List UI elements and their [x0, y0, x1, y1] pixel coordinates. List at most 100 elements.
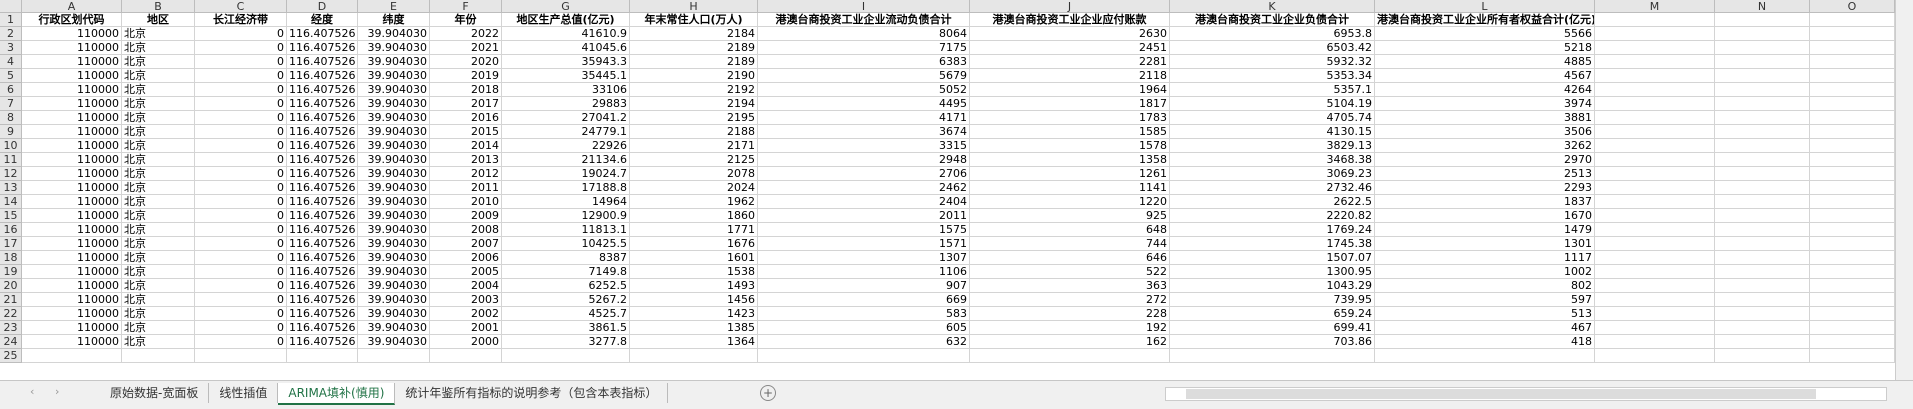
empty-cell[interactable]	[1715, 181, 1810, 195]
header-cell[interactable]: 港澳台商投资工业企业所有者权益合计(亿元)	[1375, 13, 1595, 27]
cell[interactable]: 0	[195, 223, 287, 237]
empty-cell[interactable]	[1810, 13, 1895, 27]
cell[interactable]: 41045.6	[502, 41, 630, 55]
cell[interactable]: 2125	[630, 153, 758, 167]
cell[interactable]: 1141	[970, 181, 1170, 195]
cell[interactable]: 110000	[22, 167, 122, 181]
cell[interactable]: 3829.13	[1170, 139, 1375, 153]
row-number[interactable]: 2	[0, 27, 22, 41]
cell[interactable]: 116.407526	[287, 97, 358, 111]
empty-cell[interactable]	[1715, 237, 1810, 251]
cell[interactable]: 1585	[970, 125, 1170, 139]
empty-cell[interactable]	[1715, 139, 1810, 153]
empty-cell[interactable]	[1810, 209, 1895, 223]
cell[interactable]: 39.904030	[358, 279, 430, 293]
empty-cell[interactable]	[970, 349, 1170, 363]
row-number[interactable]: 9	[0, 125, 22, 139]
header-cell[interactable]: 年份	[430, 13, 502, 27]
cell[interactable]: 907	[758, 279, 970, 293]
cell[interactable]: 3881	[1375, 111, 1595, 125]
empty-cell[interactable]	[1595, 181, 1715, 195]
empty-cell[interactable]	[1715, 97, 1810, 111]
cell[interactable]: 605	[758, 321, 970, 335]
cell[interactable]: 1364	[630, 335, 758, 349]
header-cell[interactable]: 长江经济带	[195, 13, 287, 27]
cell[interactable]: 2013	[430, 153, 502, 167]
cell[interactable]: 110000	[22, 335, 122, 349]
cell[interactable]: 1575	[758, 223, 970, 237]
cell[interactable]: 北京	[122, 167, 195, 181]
cell[interactable]: 2171	[630, 139, 758, 153]
column-letter[interactable]: J	[970, 0, 1170, 13]
cell[interactable]: 39.904030	[358, 69, 430, 83]
cell[interactable]: 0	[195, 167, 287, 181]
cell[interactable]: 北京	[122, 265, 195, 279]
cell[interactable]: 522	[970, 265, 1170, 279]
cell[interactable]: 39.904030	[358, 153, 430, 167]
empty-cell[interactable]	[1595, 125, 1715, 139]
cell[interactable]: 1964	[970, 83, 1170, 97]
cell[interactable]: 2014	[430, 139, 502, 153]
cell[interactable]: 39.904030	[358, 167, 430, 181]
cell[interactable]: 北京	[122, 153, 195, 167]
vertical-scrollbar[interactable]	[1895, 0, 1913, 380]
cell[interactable]: 0	[195, 237, 287, 251]
empty-cell[interactable]	[1715, 209, 1810, 223]
tab-nav-left[interactable]: ‹	[30, 385, 35, 398]
cell[interactable]: 2192	[630, 83, 758, 97]
cell[interactable]: 1456	[630, 293, 758, 307]
row-number[interactable]: 11	[0, 153, 22, 167]
cell[interactable]: 110000	[22, 125, 122, 139]
cell[interactable]: 2970	[1375, 153, 1595, 167]
column-letter[interactable]: H	[630, 0, 758, 13]
cell[interactable]: 5357.1	[1170, 83, 1375, 97]
cell[interactable]: 116.407526	[287, 279, 358, 293]
cell[interactable]: 0	[195, 195, 287, 209]
cell[interactable]: 116.407526	[287, 265, 358, 279]
cell[interactable]: 0	[195, 307, 287, 321]
cell[interactable]: 597	[1375, 293, 1595, 307]
cell[interactable]: 110000	[22, 69, 122, 83]
empty-cell[interactable]	[1595, 223, 1715, 237]
cell[interactable]: 0	[195, 181, 287, 195]
empty-cell[interactable]	[1810, 349, 1895, 363]
cell[interactable]: 2024	[630, 181, 758, 195]
cell[interactable]: 110000	[22, 223, 122, 237]
cell[interactable]: 0	[195, 265, 287, 279]
cell[interactable]: 1261	[970, 167, 1170, 181]
empty-cell[interactable]	[1715, 251, 1810, 265]
cell[interactable]: 2630	[970, 27, 1170, 41]
row-number[interactable]: 1	[0, 13, 22, 27]
cell[interactable]: 1538	[630, 265, 758, 279]
cell[interactable]: 110000	[22, 27, 122, 41]
cell[interactable]: 8064	[758, 27, 970, 41]
header-cell[interactable]: 纬度	[358, 13, 430, 27]
header-cell[interactable]: 地区生产总值(亿元)	[502, 13, 630, 27]
empty-cell[interactable]	[1810, 153, 1895, 167]
empty-cell[interactable]	[122, 349, 195, 363]
empty-cell[interactable]	[1810, 335, 1895, 349]
column-letter[interactable]: K	[1170, 0, 1375, 13]
cell[interactable]: 110000	[22, 181, 122, 195]
cell[interactable]: 39.904030	[358, 293, 430, 307]
cell[interactable]: 3315	[758, 139, 970, 153]
cell[interactable]: 110000	[22, 279, 122, 293]
cell[interactable]: 北京	[122, 223, 195, 237]
cell[interactable]: 北京	[122, 139, 195, 153]
cell[interactable]: 北京	[122, 181, 195, 195]
sheet-tab[interactable]: 原始数据-宽面板	[100, 383, 210, 403]
empty-cell[interactable]	[1810, 195, 1895, 209]
empty-cell[interactable]	[1810, 293, 1895, 307]
cell[interactable]: 27041.2	[502, 111, 630, 125]
empty-cell[interactable]	[1715, 55, 1810, 69]
cell[interactable]: 110000	[22, 209, 122, 223]
empty-cell[interactable]	[1810, 279, 1895, 293]
header-cell[interactable]: 年末常住人口(万人)	[630, 13, 758, 27]
empty-cell[interactable]	[1810, 55, 1895, 69]
row-number[interactable]: 14	[0, 195, 22, 209]
cell[interactable]: 116.407526	[287, 153, 358, 167]
empty-cell[interactable]	[1810, 181, 1895, 195]
cell[interactable]: 北京	[122, 237, 195, 251]
cell[interactable]: 39.904030	[358, 97, 430, 111]
cell[interactable]: 2194	[630, 97, 758, 111]
